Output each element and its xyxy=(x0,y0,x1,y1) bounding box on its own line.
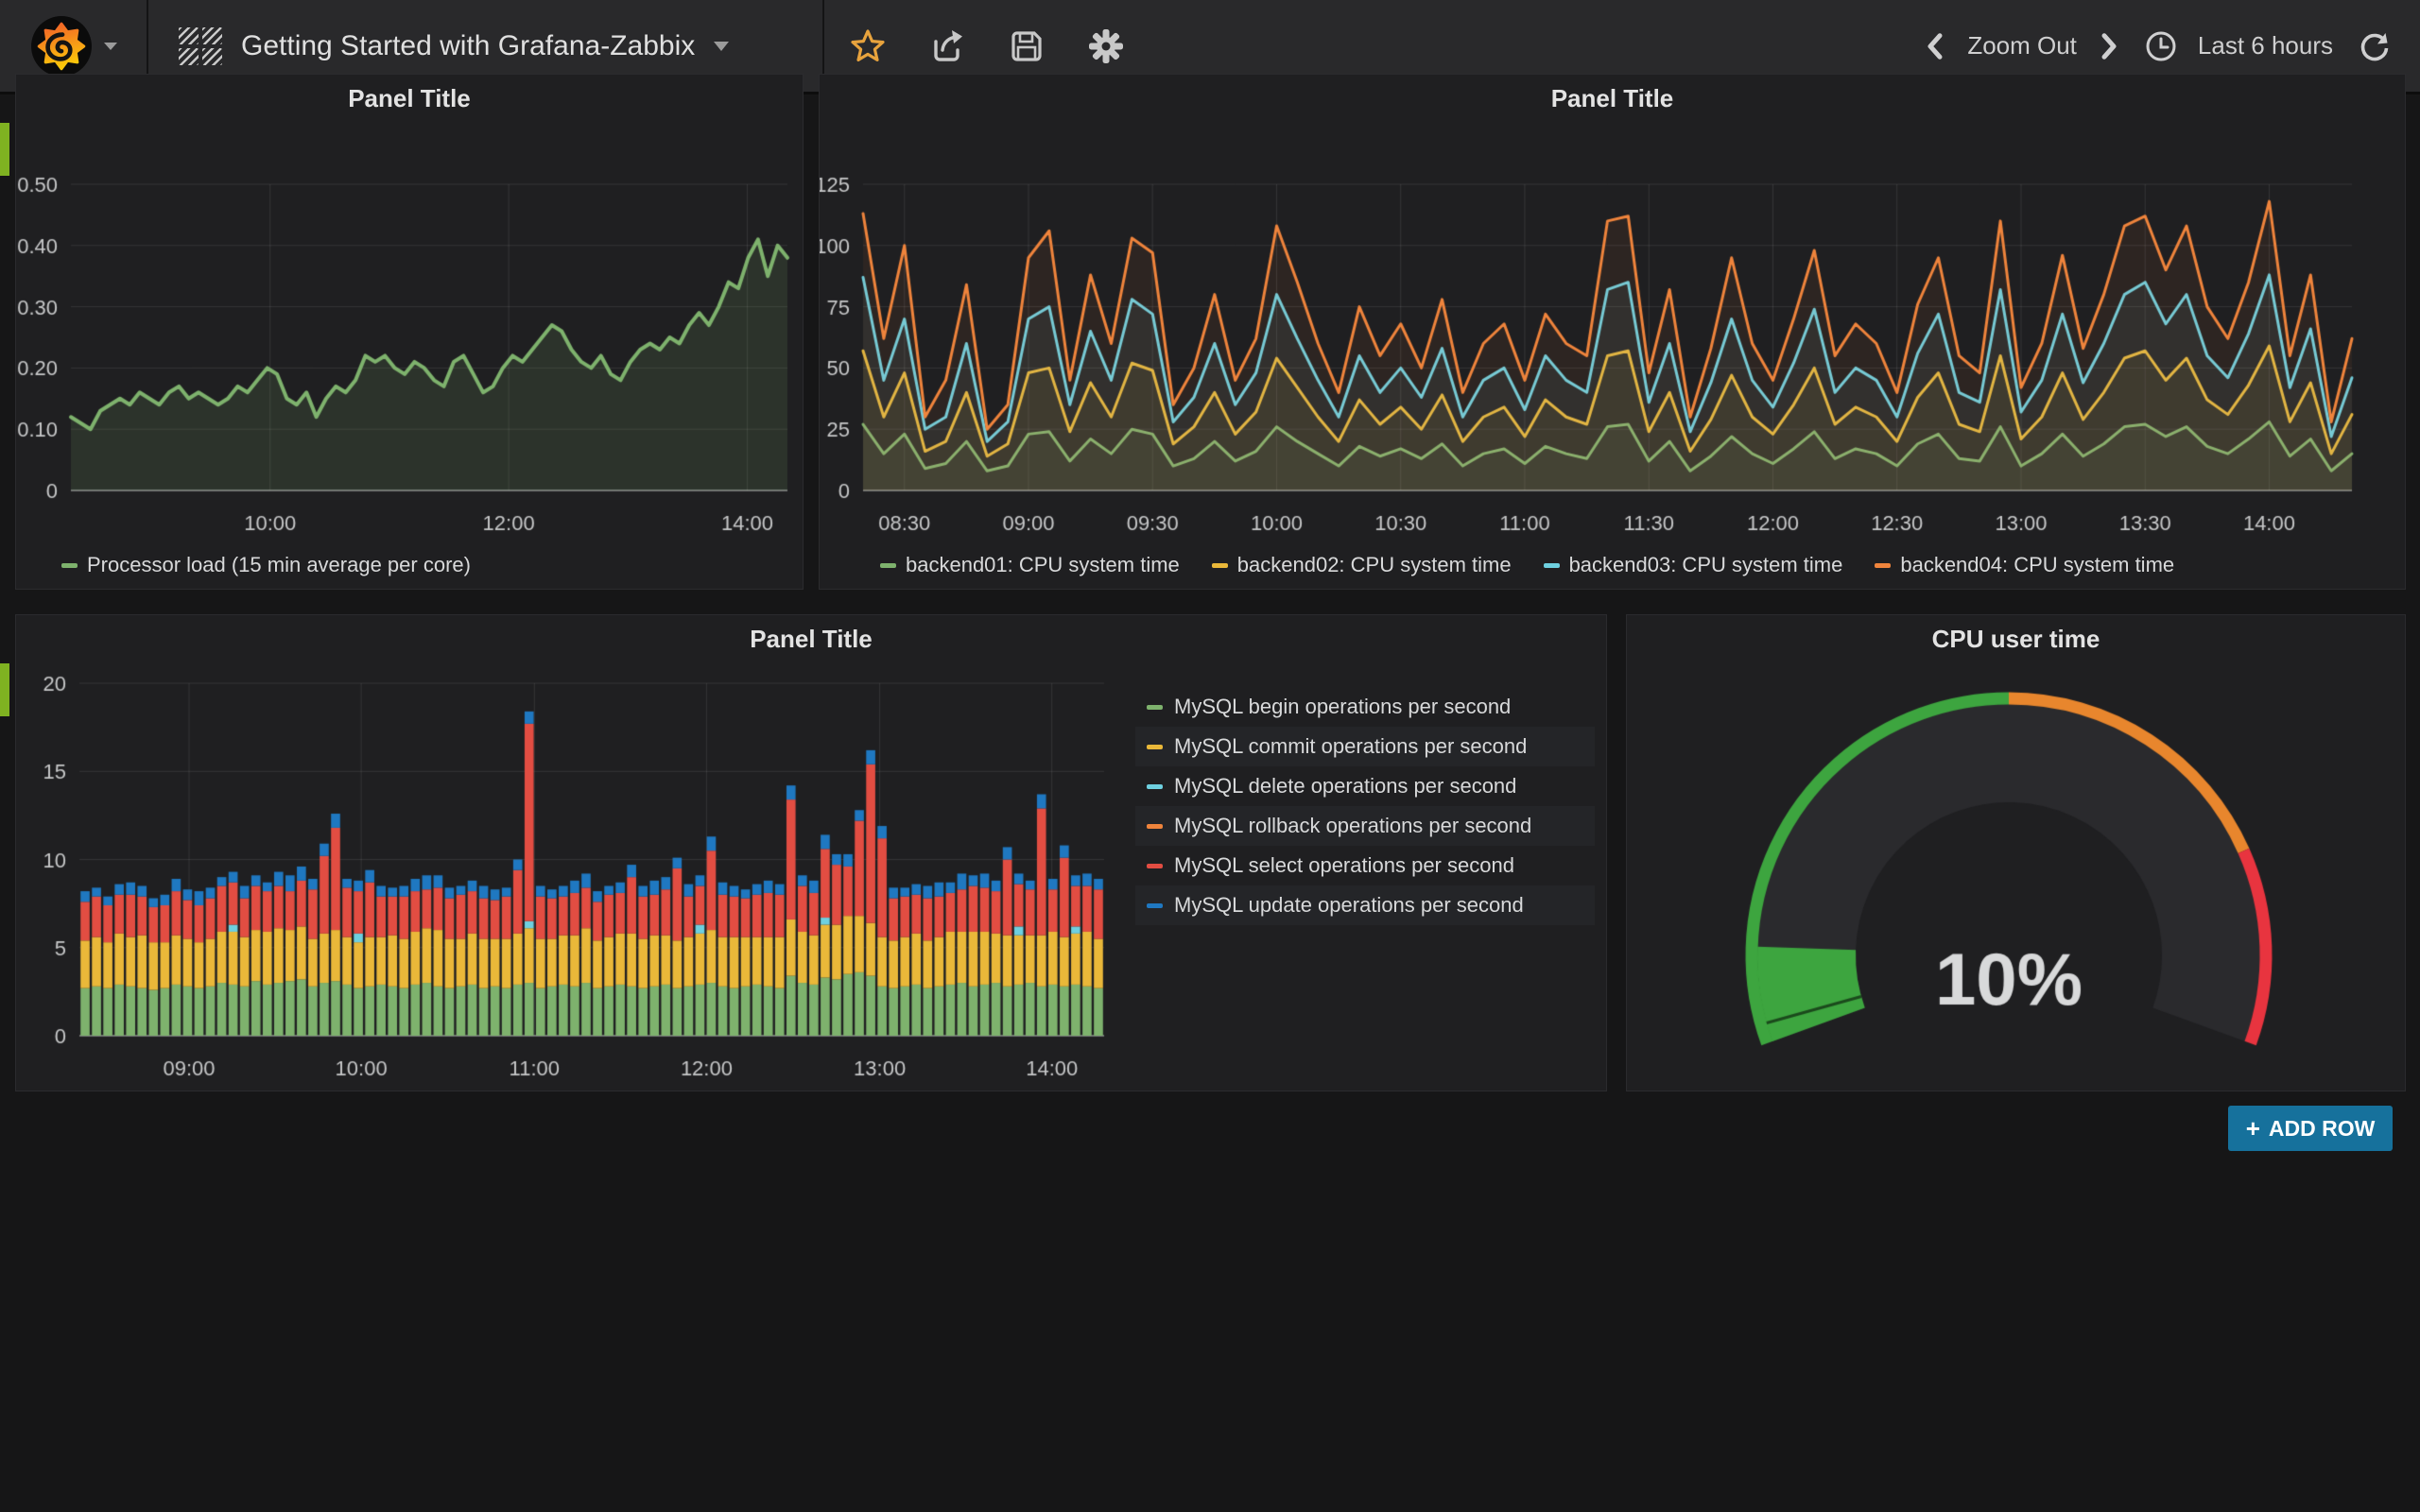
legend-item[interactable]: MySQL rollback operations per second xyxy=(1135,806,1595,846)
clock-icon xyxy=(2145,30,2177,62)
legend-item[interactable]: backend04: CPU system time xyxy=(1875,553,2174,577)
legend-series-color xyxy=(1147,784,1163,789)
panel-title[interactable]: Panel Title xyxy=(16,84,803,113)
legend-series-color xyxy=(1147,903,1163,908)
processor-load-chart[interactable] xyxy=(16,120,803,547)
cpu-system-time-chart[interactable] xyxy=(820,120,2405,547)
legend-series-label: MySQL delete operations per second xyxy=(1174,774,1516,799)
legend-series-color xyxy=(1147,705,1163,710)
add-row-label: ADD ROW xyxy=(2269,1116,2375,1142)
panel-cpu-user-time-gauge: CPU user time xyxy=(1626,614,2406,1091)
add-row-button[interactable]: + ADD ROW xyxy=(2228,1106,2393,1151)
legend-series-label: MySQL commit operations per second xyxy=(1174,734,1527,759)
zoom-out-button[interactable]: Zoom Out xyxy=(1967,31,2077,60)
time-controls: Zoom Out Last 6 hours xyxy=(1924,29,2420,63)
legend-item[interactable]: MySQL commit operations per second xyxy=(1135,727,1595,766)
settings-button[interactable] xyxy=(1087,27,1125,65)
legend-item[interactable]: backend01: CPU system time xyxy=(880,553,1180,577)
dashboard-grid-icon xyxy=(179,27,222,65)
legend-series-color xyxy=(1147,745,1163,749)
legend-item[interactable]: MySQL update operations per second xyxy=(1135,885,1595,925)
legend-series-color xyxy=(1875,563,1891,568)
share-button[interactable] xyxy=(928,27,966,65)
plus-icon: + xyxy=(2246,1114,2260,1143)
star-icon xyxy=(849,27,887,65)
time-back-button[interactable] xyxy=(1924,32,1946,60)
legend-series-label: MySQL rollback operations per second xyxy=(1174,814,1531,838)
legend-item[interactable]: MySQL delete operations per second xyxy=(1135,766,1595,806)
legend-item[interactable]: MySQL begin operations per second xyxy=(1135,687,1595,727)
legend-series-label: backend03: CPU system time xyxy=(1569,553,1843,577)
grafana-logo-icon xyxy=(30,15,93,77)
gear-icon xyxy=(1087,27,1125,65)
legend-series-label: backend02: CPU system time xyxy=(1237,553,1512,577)
refresh-button[interactable] xyxy=(2358,29,2392,63)
dashboard-actions xyxy=(824,27,1125,65)
panel-title[interactable]: Panel Title xyxy=(16,625,1606,654)
legend-series-label: backend01: CPU system time xyxy=(906,553,1180,577)
legend-series-color xyxy=(1147,864,1163,868)
row-controls-tab[interactable] xyxy=(0,663,9,716)
legend-item[interactable]: Processor load (15 min average per core) xyxy=(61,553,471,577)
chevron-left-icon xyxy=(1924,32,1946,60)
panel-title[interactable]: Panel Title xyxy=(820,84,2405,113)
chart-legend: Processor load (15 min average per core) xyxy=(61,553,471,577)
legend-series-color xyxy=(1147,824,1163,829)
legend-series-color xyxy=(880,563,896,568)
panel-cpu-system-time: Panel Title backend01: CPU system timeba… xyxy=(819,74,2406,590)
legend-item[interactable]: backend02: CPU system time xyxy=(1212,553,1512,577)
legend-series-color xyxy=(1544,563,1560,568)
legend-series-label: MySQL update operations per second xyxy=(1174,893,1524,918)
save-button[interactable] xyxy=(1008,27,1046,65)
legend-series-label: MySQL begin operations per second xyxy=(1174,695,1511,719)
chevron-down-icon xyxy=(714,42,729,51)
cpu-user-time-gauge[interactable] xyxy=(1627,615,2405,1091)
legend-series-color xyxy=(1212,563,1228,568)
time-range-picker[interactable]: Last 6 hours xyxy=(2145,30,2333,62)
time-forward-button[interactable] xyxy=(2098,32,2120,60)
chart-legend: backend01: CPU system time backend02: CPU… xyxy=(880,553,2174,577)
panel-mysql-operations: Panel Title MySQL begin operations per s… xyxy=(15,614,1607,1091)
chart-legend-table: MySQL begin operations per second MySQL c… xyxy=(1135,687,1595,925)
time-range-label: Last 6 hours xyxy=(2198,31,2333,60)
legend-series-label: Processor load (15 min average per core) xyxy=(87,553,471,577)
refresh-icon xyxy=(2358,29,2392,63)
legend-item[interactable]: backend03: CPU system time xyxy=(1544,553,1843,577)
legend-item[interactable]: MySQL select operations per second xyxy=(1135,846,1595,885)
legend-series-label: MySQL select operations per second xyxy=(1174,853,1514,878)
dashboard-title: Getting Started with Grafana-Zabbix xyxy=(241,30,695,62)
chevron-right-icon xyxy=(2098,32,2120,60)
chevron-down-icon xyxy=(104,43,117,50)
star-button[interactable] xyxy=(849,27,887,65)
legend-series-color xyxy=(61,563,78,568)
panel-processor-load: Panel Title Processor load (15 min avera… xyxy=(15,74,804,590)
legend-series-label: backend04: CPU system time xyxy=(1900,553,2174,577)
share-icon xyxy=(928,27,966,65)
save-icon xyxy=(1008,27,1046,65)
row-controls-tab[interactable] xyxy=(0,123,9,176)
mysql-operations-chart[interactable] xyxy=(16,661,1128,1092)
